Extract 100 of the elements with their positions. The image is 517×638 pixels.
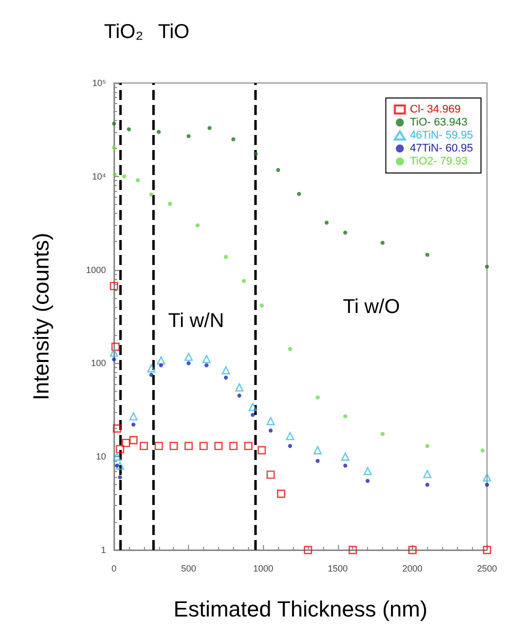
point	[222, 366, 230, 374]
legend-label: 47TiN- 60.95	[410, 142, 474, 154]
point	[286, 432, 294, 440]
annotation: Ti w/N	[168, 310, 224, 332]
point	[288, 346, 292, 351]
point	[268, 428, 273, 433]
y-axis-title: Intensity (counts)	[28, 232, 54, 400]
x-tick-label: 2500	[476, 564, 498, 574]
point	[316, 458, 320, 463]
point	[248, 402, 257, 412]
legend-label: TiO- 63.943	[410, 116, 468, 128]
point	[266, 470, 275, 479]
point	[480, 448, 485, 453]
point	[482, 473, 492, 482]
point	[425, 482, 430, 487]
point	[118, 475, 122, 480]
point	[366, 478, 370, 483]
y-tick-label: 10⁴	[92, 171, 106, 182]
point	[235, 383, 244, 392]
legend-label: 46TiN- 59.95	[410, 130, 474, 142]
legend-label: Cl- 34.969	[410, 104, 461, 116]
x-tick-label: 2000	[402, 564, 422, 574]
point	[343, 230, 348, 235]
point	[380, 240, 385, 245]
point	[204, 363, 209, 368]
point	[112, 122, 116, 126]
point	[112, 357, 116, 362]
x-tick-label: 500	[181, 564, 196, 574]
point	[348, 546, 357, 554]
point	[231, 137, 236, 142]
point	[224, 376, 228, 380]
point	[260, 303, 264, 308]
point	[126, 127, 131, 132]
point	[186, 134, 191, 138]
point	[277, 490, 286, 498]
point	[266, 416, 275, 426]
point	[110, 282, 118, 290]
point	[168, 202, 172, 206]
point	[186, 361, 191, 366]
point	[199, 442, 208, 450]
point	[423, 470, 432, 478]
point	[425, 252, 430, 257]
x-tick-label: 1000	[253, 564, 274, 574]
annotation: Ti w/O	[342, 296, 400, 318]
point	[110, 348, 118, 357]
y-tick-label: 1000	[86, 264, 106, 275]
point	[254, 152, 258, 156]
point	[380, 432, 385, 436]
point	[224, 255, 228, 260]
point	[314, 446, 322, 454]
point	[140, 442, 148, 450]
point	[170, 442, 178, 450]
point	[147, 364, 156, 372]
x-axis-title: Estimated Thickness (nm)	[174, 596, 428, 622]
point	[184, 442, 193, 450]
text: TiO	[158, 21, 190, 43]
point	[112, 452, 122, 461]
point	[156, 130, 161, 134]
point	[112, 146, 116, 150]
point	[485, 482, 489, 487]
point	[214, 442, 223, 450]
point	[149, 192, 154, 196]
point	[184, 352, 193, 361]
point	[408, 546, 416, 554]
point	[297, 192, 302, 196]
point	[341, 452, 350, 461]
legend-label: TiO2- 79.93	[410, 156, 468, 168]
point	[122, 438, 130, 448]
point	[111, 342, 120, 351]
point	[112, 172, 117, 176]
point	[364, 466, 372, 476]
point	[129, 412, 138, 420]
x-tick-label: 0	[111, 564, 117, 574]
point	[156, 356, 166, 365]
point	[122, 174, 126, 178]
point	[288, 444, 292, 448]
point	[316, 395, 320, 400]
point	[258, 446, 266, 454]
point	[425, 444, 430, 448]
point	[154, 442, 163, 450]
point	[242, 278, 246, 283]
point	[343, 464, 348, 468]
point	[116, 445, 124, 454]
point	[131, 422, 136, 427]
y-tick-label: 1	[100, 545, 106, 555]
point	[276, 168, 280, 172]
point	[129, 436, 138, 444]
point	[250, 412, 255, 417]
point	[229, 442, 238, 450]
point	[237, 394, 242, 398]
point	[136, 178, 140, 182]
point	[304, 546, 312, 554]
point	[343, 414, 348, 418]
point	[149, 372, 154, 377]
y-tick-label: 10⁵	[92, 78, 106, 88]
point	[112, 424, 122, 433]
y-tick-label: 100	[90, 358, 106, 368]
point	[485, 264, 489, 269]
point	[196, 223, 200, 228]
x-tick-label: 1500	[328, 564, 348, 574]
